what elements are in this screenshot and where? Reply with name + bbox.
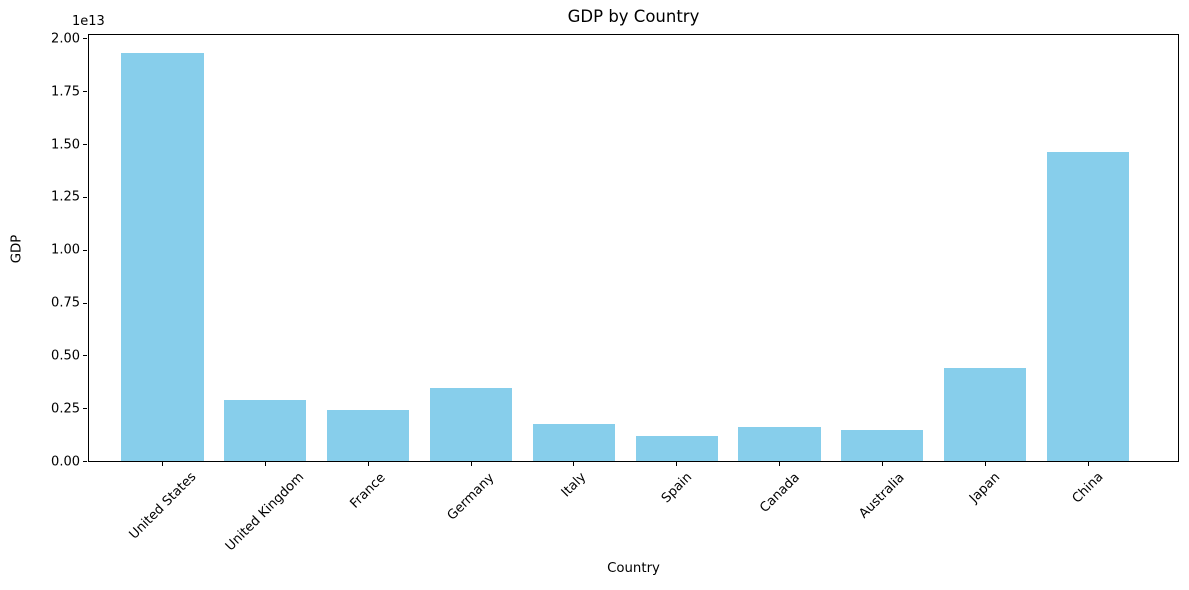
y-tick-label: 0.25 [51,401,80,417]
bar-france [327,410,410,461]
x-tick-mark [779,462,781,466]
x-tick-label: Spain [658,469,695,507]
x-tick-label: Italy [558,469,590,501]
x-tick-mark [367,462,369,466]
plot-area [88,34,1179,462]
x-axis-label: Country [607,561,660,576]
x-tick-label: Japan [967,469,1004,507]
bar-germany [429,388,513,461]
y-tick-mark [83,91,87,93]
y-tick-mark [83,144,87,146]
y-tick-mark [83,461,87,462]
y-tick-label: 1.25 [51,189,80,205]
y-tick-label: 0.75 [51,295,80,311]
y-tick-mark [83,302,87,304]
x-tick-mark [264,462,266,466]
x-tick-label: Germany [444,470,498,523]
x-tick-mark [881,462,883,466]
chart-title: GDP by Country [567,7,700,26]
y-tick-label: 0.50 [51,348,80,364]
x-tick-label: United Kingdom [223,469,308,555]
y-tick-label: 1.50 [51,137,80,153]
y-tick-mark [83,355,87,357]
bar-china [1046,151,1130,461]
y-tick-label: 1.00 [51,242,80,258]
x-tick-label: Canada [756,469,803,516]
bar-australia [841,429,924,461]
bar-spain [635,436,718,461]
y-tick-mark [83,38,87,40]
x-tick-mark [573,462,575,466]
bar-canada [738,427,821,461]
x-tick-mark [162,462,164,466]
x-tick-mark [1087,462,1089,466]
x-tick-label: France [347,469,389,512]
bar-italy [532,424,615,461]
x-tick-label: China [1069,469,1107,507]
x-tick-mark [984,462,986,466]
y-tick-label: 1.75 [51,84,80,100]
y-tick-mark [83,249,87,251]
y-axis-offset-text: 1e13 [72,14,105,29]
x-tick-mark [470,462,472,466]
x-tick-label: Australia [856,470,908,522]
y-tick-label: 0.00 [51,454,80,469]
x-tick-label: United States [126,469,199,543]
y-tick-mark [83,408,87,410]
x-tick-mark [676,462,678,466]
y-tick-label: 2.00 [51,31,80,47]
bar-united-states [121,53,204,461]
y-tick-mark [83,196,87,198]
bar-united-kingdom [224,399,307,461]
bar-japan [944,368,1027,461]
